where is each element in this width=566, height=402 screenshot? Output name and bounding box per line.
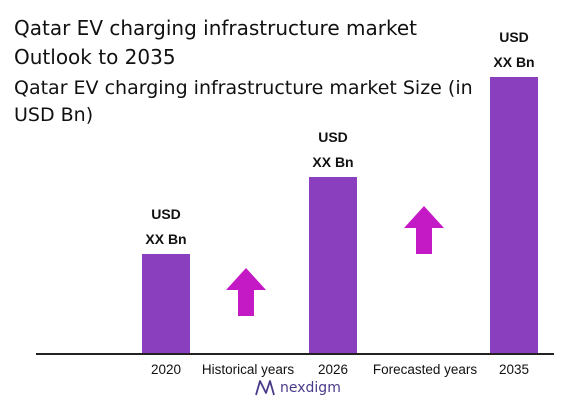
nexdigm-logo-icon xyxy=(255,380,275,396)
chart-subtitle: Qatar EV charging infrastructure market … xyxy=(14,77,473,126)
x-tick-label-2020: 2020 xyxy=(150,362,182,377)
brand-logo: nexdigm xyxy=(254,379,341,397)
forecasted-years-label: Forecasted years xyxy=(372,362,478,377)
data-label-2026: USD XX Bn xyxy=(312,129,354,170)
historical-growth-arrow-icon xyxy=(226,268,266,316)
forecast-growth-arrow-icon xyxy=(404,206,444,254)
bar-2035 xyxy=(490,77,538,354)
data-label-2035: USD XX Bn xyxy=(493,29,535,70)
brand-name: nexdigm xyxy=(280,380,341,396)
historical-years-label: Historical years xyxy=(201,362,295,377)
bar-2026 xyxy=(309,177,357,354)
title-line-1: Qatar EV charging infrastructure market xyxy=(14,16,417,40)
title-line-2: Outlook to 2035 xyxy=(14,45,176,69)
x-tick-label-2026: 2026 xyxy=(317,362,349,377)
bar-2020 xyxy=(142,254,190,354)
x-tick-label-2035: 2035 xyxy=(498,362,530,377)
chart-title: Qatar EV charging infrastructure market … xyxy=(14,14,417,72)
data-label-2020: USD XX Bn xyxy=(145,206,187,247)
